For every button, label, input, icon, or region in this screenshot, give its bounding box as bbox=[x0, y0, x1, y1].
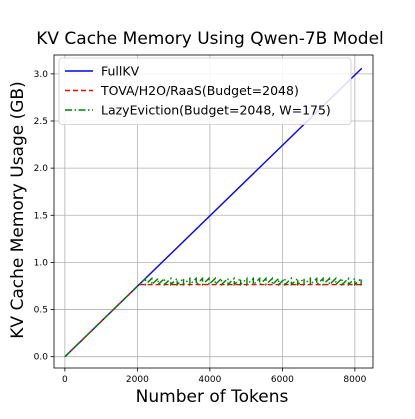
legend: FullKV TOVA/H2O/RaaS(Budget=2048) LazyEvic… bbox=[58, 57, 352, 125]
x-tick-label: 0 bbox=[62, 375, 68, 385]
y-tick-label: 1.0 bbox=[34, 258, 49, 268]
axis-ticks: 0 2000 4000 6000 8000 0.0 0.5 1.0 1.5 2.0 2.5 3.0 bbox=[34, 70, 367, 385]
y-tick-label: 2.5 bbox=[34, 117, 48, 127]
y-tick-label: 2.0 bbox=[34, 164, 49, 174]
y-tick-label: 1.5 bbox=[34, 211, 48, 221]
plot-frame bbox=[53, 54, 374, 369]
legend-box bbox=[58, 57, 352, 125]
x-tick-label: 8000 bbox=[343, 375, 366, 385]
x-tick-label: 2000 bbox=[126, 375, 149, 385]
x-tick-label: 6000 bbox=[271, 375, 294, 385]
y-tick-label: 0.0 bbox=[34, 353, 49, 363]
y-axis-label: KV Cache Memory Usage (GB) bbox=[8, 81, 28, 338]
legend-label: TOVA/H2O/RaaS(Budget=2048) bbox=[100, 83, 299, 98]
series-line-1 bbox=[64, 283, 362, 358]
series-line-2 bbox=[64, 276, 363, 358]
legend-label: FullKV bbox=[101, 64, 140, 79]
y-tick-label: 0.5 bbox=[34, 306, 48, 316]
chart-title: KV Cache Memory Using Qwen-7B Model bbox=[36, 29, 384, 49]
x-axis-label: Number of Tokens bbox=[136, 387, 289, 407]
x-tick-label: 4000 bbox=[198, 375, 221, 385]
legend-label: LazyEviction(Budget=2048, W=175) bbox=[101, 103, 331, 118]
y-tick-label: 3.0 bbox=[34, 70, 49, 80]
